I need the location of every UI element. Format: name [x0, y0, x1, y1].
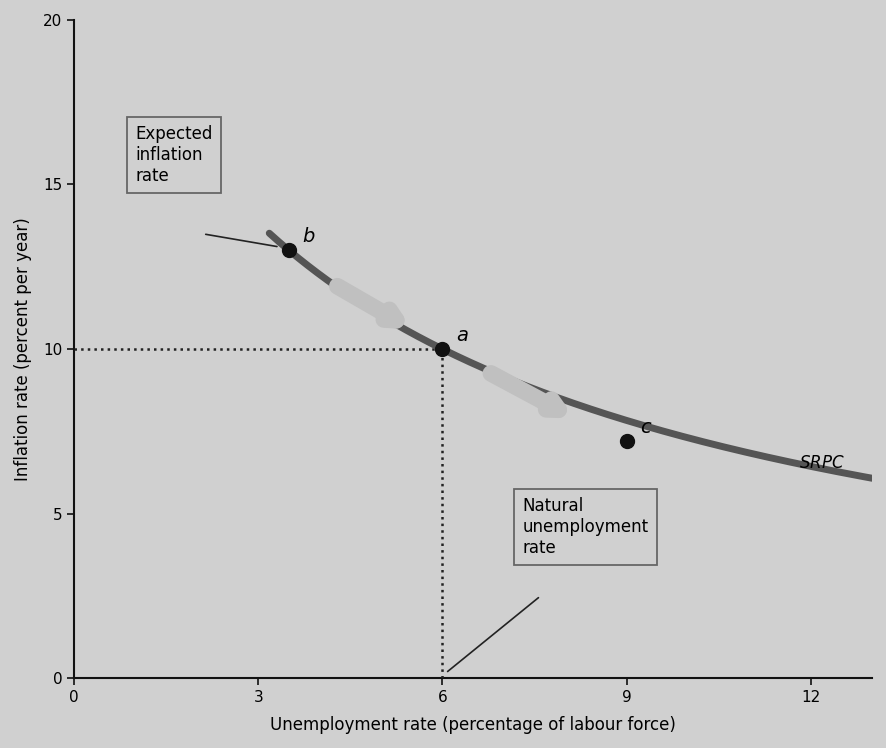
- Text: $\mathit{b}$: $\mathit{b}$: [302, 227, 316, 246]
- Y-axis label: Inflation rate (percent per year): Inflation rate (percent per year): [14, 217, 32, 481]
- Text: Natural
unemployment
rate: Natural unemployment rate: [522, 497, 649, 557]
- X-axis label: Unemployment rate (percentage of labour force): Unemployment rate (percentage of labour …: [270, 716, 676, 734]
- Text: $\mathit{c}$: $\mathit{c}$: [640, 418, 652, 437]
- Text: Expected
inflation
rate: Expected inflation rate: [136, 125, 213, 185]
- Text: $\mathit{SRPC}$: $\mathit{SRPC}$: [799, 453, 844, 471]
- Text: $\mathit{a}$: $\mathit{a}$: [456, 326, 469, 345]
